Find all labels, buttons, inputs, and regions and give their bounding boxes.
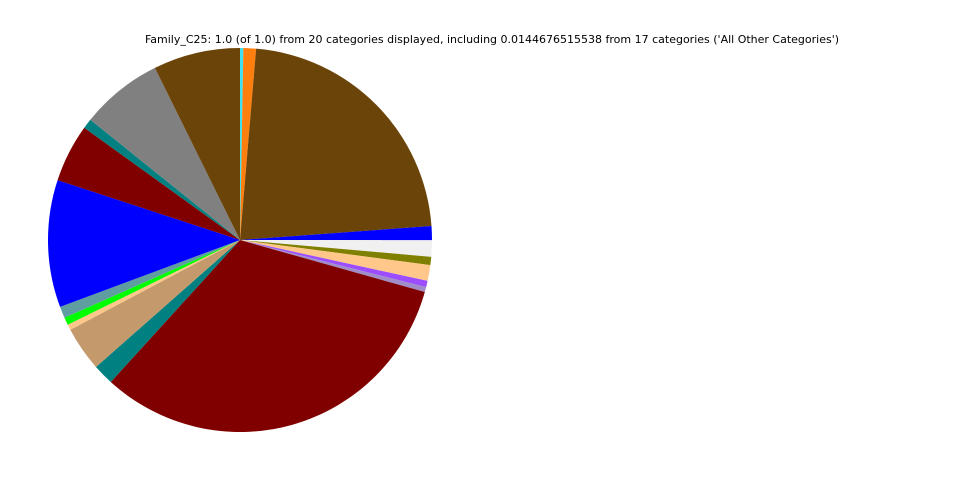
- pie-slice-14: [60, 240, 240, 318]
- pie-slice-0: [240, 48, 244, 240]
- chart-title: Family_C25: 1.0 (of 1.0) from 20 categor…: [144, 33, 840, 46]
- pie-slice-3: [240, 225, 432, 241]
- pie-slice-11: [70, 240, 240, 367]
- pie-slice-18: [90, 67, 240, 240]
- pie-slice-13: [64, 240, 240, 325]
- pie-slice-8: [240, 240, 427, 293]
- pie-slice-10: [95, 240, 241, 382]
- pie-slice-15: [48, 180, 240, 307]
- pie-slice-12: [67, 240, 240, 330]
- pie-slice-1: [240, 48, 257, 240]
- pie-slice-5: [240, 240, 432, 266]
- pie-slice-6: [240, 240, 431, 281]
- pie-slice-2: [240, 48, 432, 241]
- pie-slice-9: [110, 240, 425, 433]
- pie-slice-4: [240, 240, 432, 257]
- pie-slice-7: [240, 240, 428, 288]
- pie-slice-19: [154, 48, 240, 240]
- pie-slice-16: [57, 127, 241, 240]
- pie-slice-17: [84, 119, 241, 240]
